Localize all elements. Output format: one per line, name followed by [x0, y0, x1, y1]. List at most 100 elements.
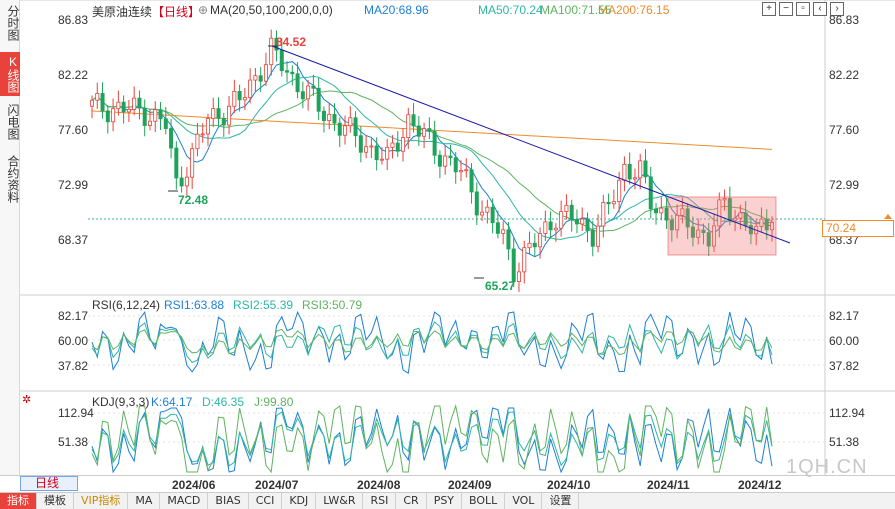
settings-circle-icon[interactable]: ⊕ [198, 3, 209, 17]
candle-body [406, 114, 411, 138]
candle-body [427, 128, 432, 132]
candle-body [458, 170, 463, 173]
zoom-out-icon[interactable]: − [779, 2, 793, 16]
candle-body [169, 128, 174, 149]
candle-body [543, 221, 548, 234]
candle-body [121, 101, 126, 113]
moving-averages [91, 61, 773, 258]
candle-body [163, 118, 168, 129]
candlesticks [90, 29, 775, 292]
chart-canvas[interactable] [20, 0, 895, 475]
tab-rsi[interactable]: RSI [363, 493, 397, 509]
candle-body [464, 169, 469, 172]
candle-body [606, 201, 611, 205]
tab-lwr[interactable]: LW&R [316, 493, 364, 509]
candle-body [574, 219, 579, 225]
candle-body [532, 242, 537, 248]
period-select-button[interactable]: 日线 [20, 476, 78, 491]
candle-body [717, 199, 722, 227]
candle-body [559, 211, 564, 229]
price-axis-right-2: 77.60 [829, 123, 860, 137]
rsi-axis-right-1: 60.00 [829, 334, 860, 348]
tab-macd[interactable]: MACD [160, 493, 209, 509]
candle-body [395, 142, 400, 152]
tab-indicators[interactable]: 指标 [0, 493, 37, 509]
side-tab-timeshare[interactable]: 分时图 [6, 5, 20, 41]
price-axis-left-2: 77.60 [58, 123, 89, 137]
indicator-tab-bar: 指标 模板 VIP指标 MA MACD BIAS CCI KDJ LW&R RS… [0, 492, 895, 509]
price-axis-left-3: 72.99 [58, 178, 89, 192]
candle-body [748, 225, 753, 235]
current-price-tag: 70.24 [822, 220, 894, 237]
move-left-icon[interactable]: ‹ [813, 2, 827, 16]
candle-body [485, 206, 490, 213]
tab-cr[interactable]: CR [396, 493, 427, 509]
rsi-panel-lines [91, 310, 773, 375]
rsi2-value: RSI2:55.39 [233, 298, 294, 312]
tab-cci[interactable]: CCI [249, 493, 283, 509]
zoom-in-icon[interactable]: + [762, 2, 776, 16]
tab-templates[interactable]: 模板 [37, 493, 74, 509]
ma50-value: MA50:70.24 [478, 3, 543, 17]
low-annotation-2: 65.27 [485, 279, 516, 293]
tab-kdj[interactable]: KDJ [282, 493, 317, 509]
candle-body [300, 91, 305, 100]
kdj-settings-icon[interactable]: ✲ [22, 394, 32, 406]
rsi-label: RSI(6,12,24) [92, 298, 161, 312]
candle-body [590, 230, 595, 247]
candle-body [216, 108, 221, 119]
candle-body [227, 105, 232, 126]
candle-body [269, 37, 274, 66]
tab-bias[interactable]: BIAS [208, 493, 249, 509]
kdj-panel-lines [91, 404, 773, 474]
side-tab-lightning[interactable]: 闪电图 [6, 104, 20, 140]
candle-body [743, 212, 748, 226]
candle-body [195, 133, 200, 150]
tab-boll[interactable]: BOLL [462, 493, 506, 509]
candle-body [221, 118, 226, 126]
ma200-line [91, 110, 773, 150]
candle-body [522, 247, 527, 273]
candle-body [295, 73, 300, 93]
tab-settings[interactable]: 设置 [542, 493, 580, 509]
candle-body [105, 110, 110, 123]
kdj-k-value: K:64.17 [151, 395, 193, 409]
candle-body [501, 229, 506, 234]
chart-overlays [168, 45, 892, 279]
candle-body [279, 49, 284, 72]
candle-body [248, 79, 253, 98]
candle-body [596, 225, 601, 247]
candle-body [132, 97, 137, 110]
ma-params: MA(20,50,100,200,0,0) [210, 3, 333, 17]
candle-body [701, 229, 706, 234]
date-axis: 2024/06 2024/07 2024/08 2024/09 2024/10 … [0, 475, 895, 492]
candle-body [696, 229, 701, 238]
candle-body [100, 93, 105, 112]
candle-body [580, 218, 585, 225]
chart-toolbar: + − ▫ ‹ › [762, 2, 844, 16]
candle-body [137, 97, 142, 109]
kdj-label: KDJ(9,3,3) [92, 395, 150, 409]
candle-body [316, 87, 321, 112]
candle-body [327, 113, 332, 122]
tab-psy[interactable]: PSY [427, 493, 463, 509]
tab-vol[interactable]: VOL [505, 493, 543, 509]
move-right-icon[interactable]: › [830, 2, 844, 16]
price-axis-left-4: 68.37 [58, 233, 89, 247]
tab-ma[interactable]: MA [128, 493, 161, 509]
fit-icon[interactable]: ▫ [796, 2, 810, 16]
tab-vip-indicators[interactable]: VIP指标 [74, 493, 129, 509]
candle-body [390, 142, 395, 148]
candle-body [564, 204, 569, 212]
candle-body [764, 218, 769, 231]
side-tab-kline[interactable]: K线图 [0, 52, 20, 96]
candle-body [321, 110, 326, 122]
rsi1-value: RSI1:63.88 [164, 298, 225, 312]
price-axis-left-0: 86.83 [58, 13, 89, 27]
side-tab-contract-info[interactable]: 合约资料 [6, 155, 20, 203]
kdj-d-line [91, 411, 773, 467]
candle-body [184, 176, 189, 187]
candle-body [432, 131, 437, 156]
candle-body [654, 208, 659, 214]
ma100-line [91, 90, 773, 233]
